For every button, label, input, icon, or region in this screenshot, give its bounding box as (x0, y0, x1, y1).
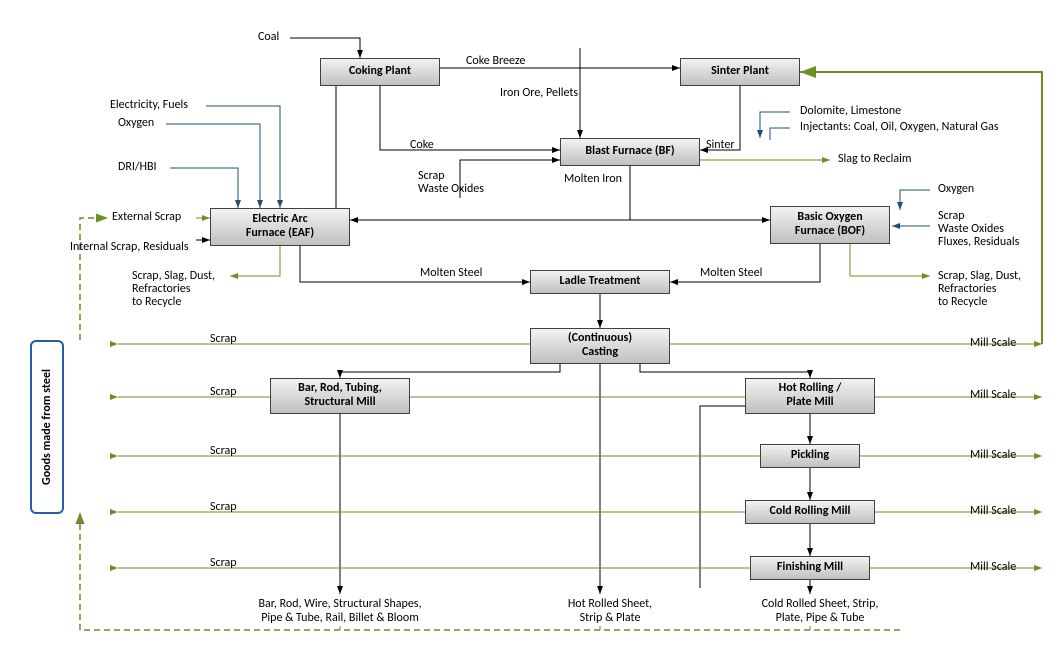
label-scrap-2: Scrap (210, 385, 237, 399)
node-label: Cold Rolling Mill (770, 505, 851, 519)
label-millscale-5: Mill Scale (970, 560, 1016, 574)
node-bof: Basic OxygenFurnace (BOF) (770, 206, 890, 244)
node-blast-furnace: Blast Furnace (BF) (560, 138, 700, 166)
label-iron-ore: Iron Ore, Pellets (500, 86, 578, 100)
label-millscale-2: Mill Scale (970, 388, 1016, 402)
label-millscale-1: Mill Scale (970, 336, 1016, 350)
node-label: Pickling (791, 449, 829, 463)
label-sinter: Sinter (706, 138, 735, 152)
label-coal: Coal (258, 30, 279, 44)
label-scrap-5: Scrap (210, 556, 237, 570)
label-oxygen2: Oxygen (938, 182, 974, 196)
label-slag: Slag to Reclaim (838, 152, 912, 166)
node-hot-mill: Hot Rolling /Plate Mill (745, 378, 875, 414)
node-ladle: Ladle Treatment (530, 270, 670, 294)
label-scrap-1: Scrap (210, 332, 237, 346)
label-recycle-left: Scrap, Slag, Dust,Refractoriesto Recycle (132, 270, 215, 310)
label-millscale-4: Mill Scale (970, 504, 1016, 518)
label-scrap-waste-oxides: ScrapWaste Oxides (418, 170, 484, 196)
node-label: (Continuous)Casting (568, 332, 632, 360)
label-recycle-right: Scrap, Slag, Dust,Refractoriesto Recycle (938, 270, 1021, 310)
output-hot: Hot Rolled Sheet,Strip & Plate (540, 598, 680, 626)
node-label: Electric ArcFurnace (EAF) (246, 213, 314, 241)
goods-from-steel-box: Goods made from steel (30, 340, 64, 514)
node-label: Basic OxygenFurnace (BOF) (795, 211, 865, 239)
output-cold: Cold Rolled Sheet, Strip,Plate, Pipe & T… (740, 598, 900, 626)
label-scrap-4: Scrap (210, 500, 237, 514)
label-molten-iron: Molten Iron (564, 172, 622, 186)
label-coke-breeze: Coke Breeze (466, 54, 525, 68)
node-bar-mill: Bar, Rod, Tubing,Structural Mill (270, 378, 410, 414)
label-molten-steel-right: Molten Steel (700, 266, 762, 280)
label-bof-scrap: ScrapWaste OxidesFluxes, Residuals (938, 210, 1019, 250)
node-label: Ladle Treatment (560, 275, 641, 289)
label-electricity: Electricity, Fuels (110, 98, 188, 112)
label-internal-scrap: Internal Scrap, Residuals (70, 240, 189, 254)
label-scrap-3: Scrap (210, 444, 237, 458)
goods-label: Goods made from steel (40, 369, 54, 485)
node-label: Sinter Plant (711, 65, 769, 79)
node-label: Hot Rolling /Plate Mill (779, 382, 842, 410)
node-sinter-plant: Sinter Plant (680, 58, 800, 86)
label-injectants: Injectants: Coal, Oil, Oxygen, Natural G… (800, 120, 999, 134)
node-cold-mill: Cold Rolling Mill (745, 500, 875, 524)
label-external-scrap: External Scrap (112, 210, 181, 224)
node-label: Blast Furnace (BF) (585, 145, 674, 159)
node-label: Finishing Mill (777, 561, 843, 575)
label-millscale-3: Mill Scale (970, 448, 1016, 462)
node-finishing-mill: Finishing Mill (750, 556, 870, 580)
label-dri-hbi: DRI/HBI (118, 160, 157, 174)
label-oxygen: Oxygen (118, 116, 154, 130)
label-dolomite: Dolomite, Limestone (800, 104, 901, 118)
node-casting: (Continuous)Casting (530, 328, 670, 364)
node-label: Coking Plant (349, 65, 411, 79)
node-coking-plant: Coking Plant (320, 58, 440, 86)
node-eaf: Electric ArcFurnace (EAF) (210, 208, 350, 246)
node-pickling: Pickling (760, 444, 860, 468)
output-bar: Bar, Rod, Wire, Structural Shapes,Pipe &… (200, 598, 480, 626)
node-label: Bar, Rod, Tubing,Structural Mill (298, 382, 382, 410)
label-coke: Coke (410, 138, 434, 152)
label-molten-steel-left: Molten Steel (420, 266, 482, 280)
